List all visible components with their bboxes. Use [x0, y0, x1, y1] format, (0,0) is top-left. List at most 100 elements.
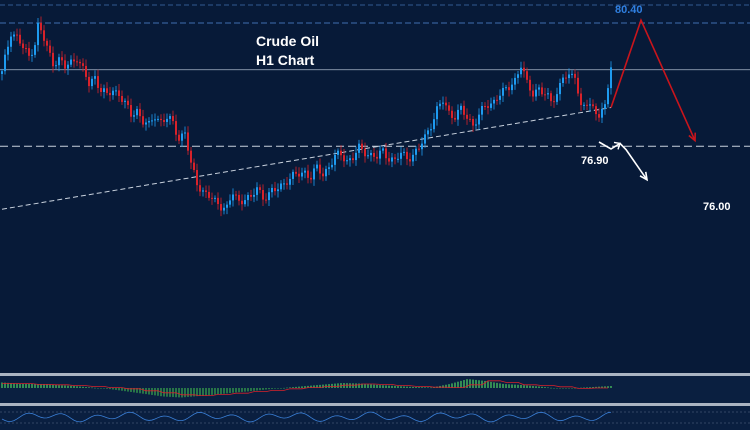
candle-body [25, 48, 27, 50]
macd-bar [139, 388, 141, 394]
candle [562, 74, 564, 87]
candle [382, 145, 384, 154]
candle [271, 184, 273, 198]
candle-body [304, 170, 306, 173]
macd-bar [190, 388, 192, 397]
candle-body [61, 57, 63, 61]
candle [175, 114, 177, 142]
macd-bar [292, 387, 294, 388]
candle [493, 96, 495, 110]
level-label-80-40: 80.40 [615, 4, 643, 16]
candle [94, 70, 96, 85]
candle [538, 84, 540, 96]
macd-bar [85, 387, 87, 388]
candle [295, 166, 297, 177]
chart-subtitle: H1 Chart [256, 52, 315, 68]
candle [22, 39, 24, 55]
macd-bar [88, 387, 90, 388]
candle-body [349, 158, 351, 161]
candle [346, 155, 348, 165]
candle-body [34, 45, 36, 55]
macd-bar [61, 385, 63, 388]
candle-body [433, 119, 435, 130]
candle [73, 53, 75, 68]
macd-bar [451, 383, 453, 388]
candle-body [73, 59, 75, 62]
candle [124, 98, 126, 109]
macd-bar [1, 382, 3, 388]
macd-bar [7, 382, 9, 388]
candle [478, 108, 480, 131]
candle [25, 43, 27, 53]
macd-bar [235, 388, 237, 393]
macd-bar [556, 388, 558, 389]
candle [19, 28, 21, 46]
macd-bar [49, 384, 51, 388]
candle-body [475, 124, 477, 126]
macd-bar [490, 381, 492, 388]
candle-body [205, 190, 207, 192]
macd-bar [307, 385, 309, 388]
candle-body [469, 118, 471, 120]
macd-bar [67, 385, 69, 388]
candle-body [247, 194, 249, 201]
candle-body [208, 191, 210, 198]
candle [223, 203, 225, 215]
candle [241, 194, 243, 211]
macd-bar [322, 384, 324, 388]
candle [541, 82, 543, 97]
projection-bullish-path [610, 18, 696, 141]
candle [217, 192, 219, 210]
macd-bar [394, 385, 396, 388]
macd-histogram [1, 379, 612, 398]
candle-body [580, 93, 582, 106]
macd-bar [541, 386, 543, 388]
candle [448, 102, 450, 115]
macd-bar [106, 388, 108, 389]
candle [43, 25, 45, 47]
macd-bar [148, 388, 150, 395]
candle [52, 46, 54, 73]
candle [280, 180, 282, 192]
macd-bar [382, 385, 384, 388]
candle [310, 171, 312, 184]
candle [577, 71, 579, 97]
candle-body [583, 104, 585, 106]
macd-bar [55, 385, 57, 388]
macd-bar [406, 386, 408, 388]
candle [67, 61, 69, 75]
macd-bar [367, 384, 369, 388]
candle [583, 102, 585, 111]
candle-body [259, 187, 261, 190]
candle [307, 164, 309, 184]
candle-body [286, 183, 288, 185]
candle-body [262, 189, 264, 200]
candle [304, 167, 306, 179]
candle [220, 197, 222, 217]
macd-bar [391, 385, 393, 388]
candle-body [421, 143, 423, 150]
candle-body [136, 108, 138, 116]
candle-body [115, 90, 117, 92]
candle [358, 139, 360, 159]
candle-body [100, 87, 102, 92]
candle [331, 158, 333, 170]
macd-bar [280, 388, 282, 389]
candle [394, 153, 396, 165]
macd-bar [313, 385, 315, 388]
macd-bar [58, 385, 60, 388]
candle [97, 69, 99, 94]
candle-body [520, 67, 522, 75]
candle [259, 184, 261, 194]
macd-bar [46, 384, 48, 388]
candle [118, 84, 120, 103]
candle [55, 60, 57, 70]
candle-body [127, 100, 129, 106]
macd-bar [298, 386, 300, 388]
candle [580, 87, 582, 112]
macd-panel-background [0, 376, 750, 403]
macd-bar [151, 388, 153, 395]
macd-bar [589, 387, 591, 388]
candle-body [202, 190, 204, 192]
